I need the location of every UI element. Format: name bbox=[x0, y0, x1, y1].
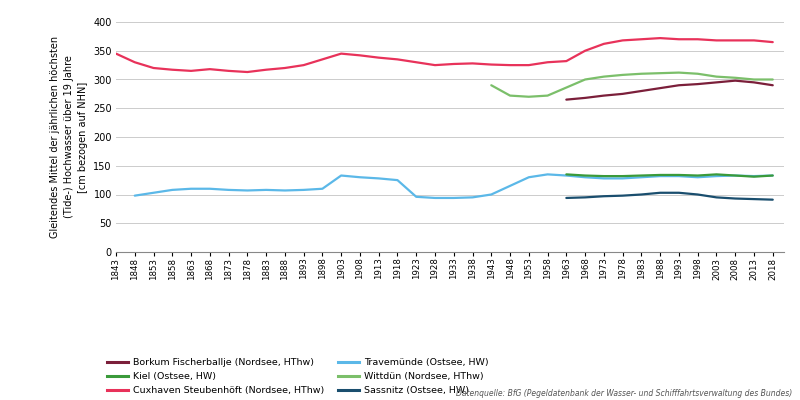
Text: Datenquelle: BfG (Pegeldatenbank der Wasser- und Schifffahrtsverwaltung des Bund: Datenquelle: BfG (Pegeldatenbank der Was… bbox=[456, 389, 792, 398]
Legend: Borkum Fischerballje (Nordsee, HThw), Kiel (Ostsee, HW), Cuxhaven Steubenhöft (N: Borkum Fischerballje (Nordsee, HThw), Ki… bbox=[107, 358, 489, 395]
Y-axis label: Gleitendes Mittel der jährlichen höchsten
(Tide-) Hochwasser über 19 Jahre
[cm b: Gleitendes Mittel der jährlichen höchste… bbox=[50, 36, 88, 238]
